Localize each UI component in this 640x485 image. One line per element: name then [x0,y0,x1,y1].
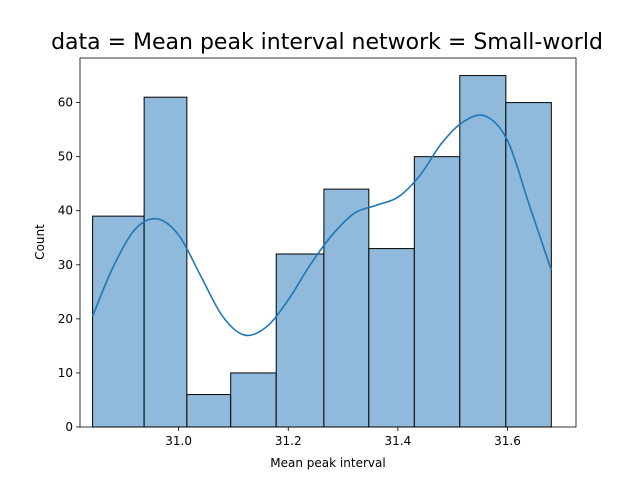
histogram-bar-9 [459,75,507,428]
x-tick-label: 31.0 [165,434,192,448]
y-tick-label: 20 [58,312,73,326]
x-tick-label: 31.6 [494,434,521,448]
y-tick-label: 10 [58,366,73,380]
plot-frame [79,57,577,428]
histogram-bar-2 [143,96,188,428]
chart-title: data = Mean peak interval network = Smal… [51,30,603,55]
y-tick-label: 30 [58,258,73,272]
y-tick-label: 0 [65,420,73,434]
x-tick-label: 31.4 [385,434,412,448]
histogram-bar-4 [230,372,277,428]
x-tick-label: 31.2 [275,434,302,448]
histogram-bar-6 [323,188,370,428]
histogram-bar-8 [413,156,461,428]
y-tick-label: 50 [58,150,73,164]
y-axis: 0 10 20 30 40 50 60 [58,96,80,434]
y-tick-label: 40 [58,204,73,218]
histogram-bar-7 [368,248,415,428]
y-axis-label: Count [33,224,47,260]
x-axis-label: Mean peak interval [270,456,385,470]
histogram-bar-1 [92,215,145,428]
y-tick-label: 60 [58,96,73,110]
x-axis: 31.0 31.2 31.4 31.6 [165,427,521,448]
kde-curve [91,114,553,337]
histogram-bar-3 [186,394,232,428]
bars-layer [92,75,552,428]
kde-layer [91,114,553,337]
histogram-bar-5 [275,253,325,428]
